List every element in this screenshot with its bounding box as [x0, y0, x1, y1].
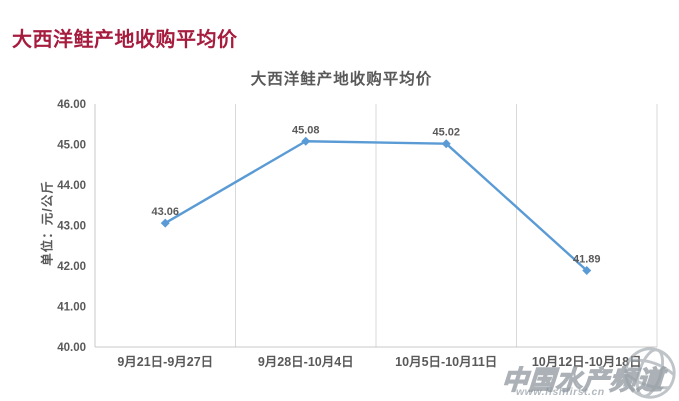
price-line — [164, 140, 588, 272]
data-point-label: 45.02 — [432, 127, 460, 139]
y-tick-label: 44.00 — [57, 180, 86, 192]
page-title: 大西洋鲑产地收购平均价 — [12, 29, 238, 51]
data-point-label: 41.89 — [573, 253, 601, 265]
data-point-marker — [301, 136, 311, 146]
x-category-label: 9月28日-10月4日 — [258, 355, 354, 369]
data-point-marker — [441, 139, 451, 149]
data-point-label: 45.08 — [292, 124, 320, 136]
x-category-label: 10月5日-10月11日 — [395, 355, 497, 369]
x-category-label: 10月12日-10月18日 — [532, 355, 642, 369]
y-tick-label: 40.00 — [57, 342, 86, 354]
chart-title: 大西洋鲑产地收购平均价 — [250, 71, 433, 88]
x-category-label: 9月21日-9月27日 — [117, 355, 213, 369]
data-point-marker — [582, 265, 592, 275]
y-tick-label: 45.00 — [57, 140, 86, 152]
y-tick-label: 43.00 — [57, 221, 86, 233]
data-point-marker — [160, 218, 170, 228]
y-tick-label: 42.00 — [57, 261, 86, 273]
y-tick-label: 41.00 — [57, 302, 86, 314]
data-point-label: 43.06 — [151, 206, 179, 218]
y-tick-label: 46.00 — [57, 99, 86, 111]
